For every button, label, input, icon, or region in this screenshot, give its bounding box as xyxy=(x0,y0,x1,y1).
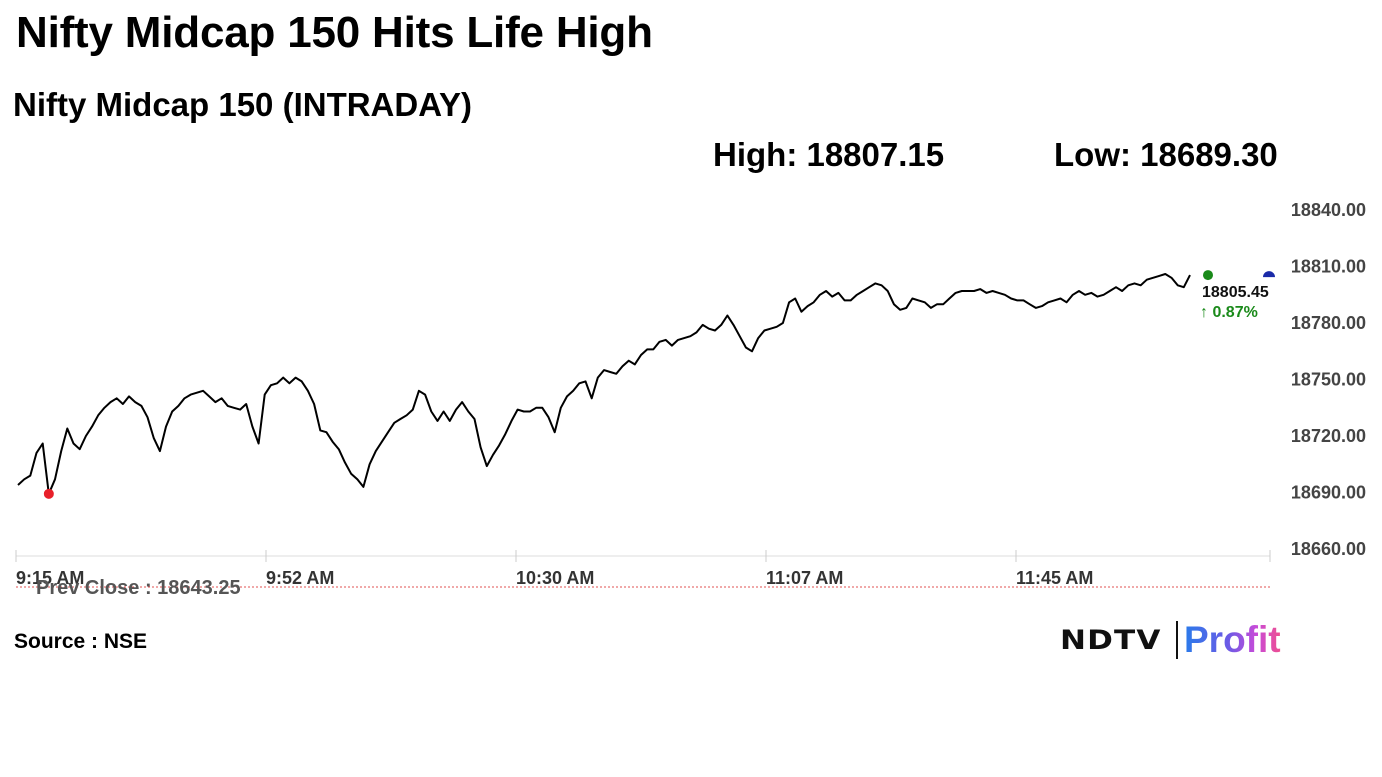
x-tick-label: 11:07 AM xyxy=(766,568,843,588)
change-percent-label: ↑ 0.87% xyxy=(1200,304,1258,321)
last-value-label: 18805.45 xyxy=(1202,284,1269,301)
y-tick-label: 18720.00 xyxy=(1291,426,1366,446)
series-line xyxy=(17,273,1191,495)
x-tick-label: 11:45 AM xyxy=(1016,568,1093,588)
y-tick-label: 18840.00 xyxy=(1291,200,1366,220)
y-tick-label: 18660.00 xyxy=(1291,539,1366,559)
high-point-marker xyxy=(1203,270,1213,281)
intraday-line-chart: 9:15 AM 9:52 AM 10:30 AM 11:07 AM 11:45 AM 1… xyxy=(15,200,1366,599)
logo-ndtv-text: NDTV xyxy=(1060,624,1162,656)
prev-close-label: Prev Close : 18643.25 xyxy=(36,577,241,599)
logo-divider xyxy=(1176,621,1178,659)
y-tick-label: 18750.00 xyxy=(1291,370,1366,390)
low-point-marker xyxy=(43,488,54,499)
current-value-marker xyxy=(1263,271,1275,278)
ndtv-profit-logo: NDTV Profit xyxy=(1060,618,1281,662)
logo-profit-text: Profit xyxy=(1184,619,1281,660)
chart-subtitle: Nifty Midcap 150 (INTRADAY) xyxy=(13,86,473,123)
y-tick-label: 18780.00 xyxy=(1291,313,1366,333)
x-tick-label: 10:30 AM xyxy=(516,568,594,588)
low-value: Low: 18689.30 xyxy=(1054,136,1278,173)
headline: Nifty Midcap 150 Hits Life High xyxy=(16,8,653,57)
x-tick-label: 9:15 AM xyxy=(16,568,84,588)
high-value: High: 18807.15 xyxy=(713,136,945,173)
y-tick-label: 18810.00 xyxy=(1291,257,1366,277)
x-tick-label: 9:52 AM xyxy=(266,568,334,588)
source-note: Source : NSE xyxy=(14,630,148,653)
y-tick-label: 18690.00 xyxy=(1291,483,1366,503)
